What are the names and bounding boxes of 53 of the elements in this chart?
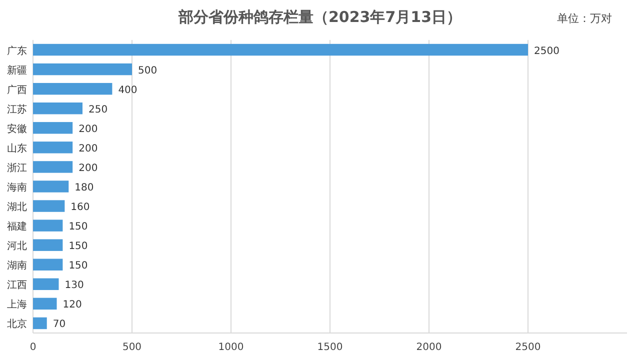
data-label: 180 <box>74 182 94 194</box>
data-label: 150 <box>68 241 88 252</box>
bar <box>33 258 63 270</box>
data-label: 200 <box>78 162 98 174</box>
bar <box>33 278 59 290</box>
bar <box>33 239 63 251</box>
data-label: 150 <box>68 260 88 272</box>
data-label: 500 <box>138 65 158 76</box>
bar <box>33 102 82 114</box>
y-tick-label: 河北 <box>7 240 27 252</box>
data-label: 120 <box>62 300 82 311</box>
data-label: 200 <box>78 124 98 135</box>
data-label: 150 <box>68 222 88 233</box>
y-tick-label: 江苏 <box>7 103 27 116</box>
y-tick-label: 北京 <box>7 318 27 330</box>
y-tick-label: 福建 <box>7 220 27 233</box>
data-label: 130 <box>64 280 84 292</box>
y-tick-label: 山东 <box>7 142 27 154</box>
bar <box>33 63 132 76</box>
bar <box>33 317 47 330</box>
bar <box>33 180 69 192</box>
y-tick-label: 上海 <box>7 298 27 311</box>
x-tick-label: 1500 <box>317 342 343 353</box>
chart-title: 部分省份种鸽存栏量（2023年7月13日） <box>177 8 462 26</box>
text: 单位：万对 <box>557 12 612 25</box>
y-tick-label: 浙江 <box>7 162 27 174</box>
bar <box>33 142 73 154</box>
x-tick-label: 2500 <box>515 342 541 353</box>
y-tick-label: 广东 <box>7 44 27 57</box>
y-tick-label: 广西 <box>7 84 27 96</box>
y-tick-label: 江西 <box>7 279 27 292</box>
x-tick-label: 1000 <box>218 342 244 353</box>
bar <box>33 161 73 173</box>
bar <box>33 82 112 95</box>
y-tick-label: 安徽 <box>7 122 27 135</box>
bar <box>33 122 73 134</box>
data-label: 160 <box>70 202 90 214</box>
bar <box>33 220 63 232</box>
x-tick-label: 500 <box>122 342 142 353</box>
data-label: 2500 <box>534 46 560 57</box>
data-label: 200 <box>78 143 98 154</box>
x-tick-label: 2000 <box>416 342 442 353</box>
data-label: 400 <box>118 84 138 96</box>
x-tick-label: 0 <box>30 342 36 353</box>
data-label: 70 <box>52 319 66 330</box>
bar <box>33 200 65 212</box>
bar <box>33 298 57 310</box>
data-label: 250 <box>88 104 108 116</box>
y-tick-label: 湖南 <box>7 260 27 272</box>
y-tick-label: 新疆 <box>7 64 27 76</box>
y-tick-label: 湖北 <box>7 201 27 214</box>
y-tick-label: 海南 <box>7 182 27 194</box>
bar <box>33 44 528 56</box>
